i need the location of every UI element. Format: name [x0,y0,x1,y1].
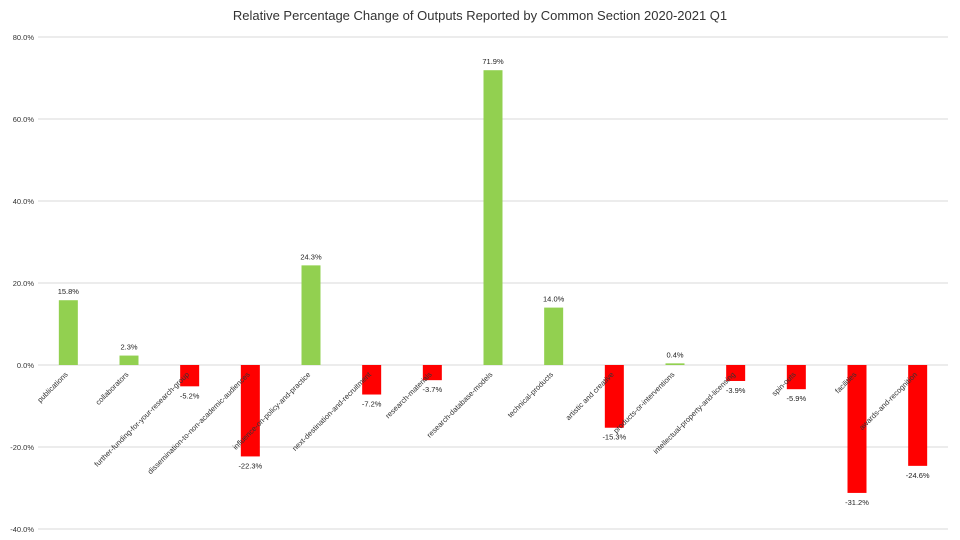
category-label: further-funding-for-your-research-group [92,370,191,469]
bar [665,363,685,365]
y-tick-label: 0.0% [17,361,34,370]
data-label: -31.2% [845,498,869,507]
y-tick-label: 60.0% [13,115,35,124]
bar [908,365,928,466]
y-tick-label: 20.0% [13,279,35,288]
data-label: 24.3% [300,252,322,261]
bar [301,265,321,365]
bar [240,365,260,457]
data-label: -22.3% [238,461,262,470]
data-label: 14.0% [543,295,565,304]
category-label: research-materials [383,370,433,420]
bar [847,365,867,493]
data-label: 0.4% [666,350,683,359]
data-label: -3.7% [423,385,443,394]
category-label: collaborators [94,370,131,407]
data-label: -5.9% [787,394,807,403]
bar [544,307,564,365]
data-label: 15.8% [58,287,80,296]
chart-title: Relative Percentage Change of Outputs Re… [232,8,728,23]
bar [180,365,200,387]
y-tick-label: -40.0% [10,525,34,534]
bar [422,365,442,381]
data-label: -24.6% [906,471,930,480]
bar [119,355,139,365]
bar [786,365,806,390]
data-label: 71.9% [482,57,504,66]
bar [362,365,382,395]
category-label: publications [35,370,70,405]
data-label: -15.3% [602,433,626,442]
data-label: -3.9% [726,386,746,395]
data-label: -7.2% [362,400,382,409]
category-label: technical-products [506,370,556,420]
bar [58,300,78,365]
bar [726,365,746,381]
bar [604,365,624,428]
data-label: -5.2% [180,391,200,400]
y-tick-label: -20.0% [10,443,34,452]
y-tick-label: 80.0% [13,33,35,42]
bar [483,70,503,366]
category-label: research-database-models [425,370,495,440]
data-label: 2.3% [120,343,137,352]
y-tick-label: 40.0% [13,197,35,206]
